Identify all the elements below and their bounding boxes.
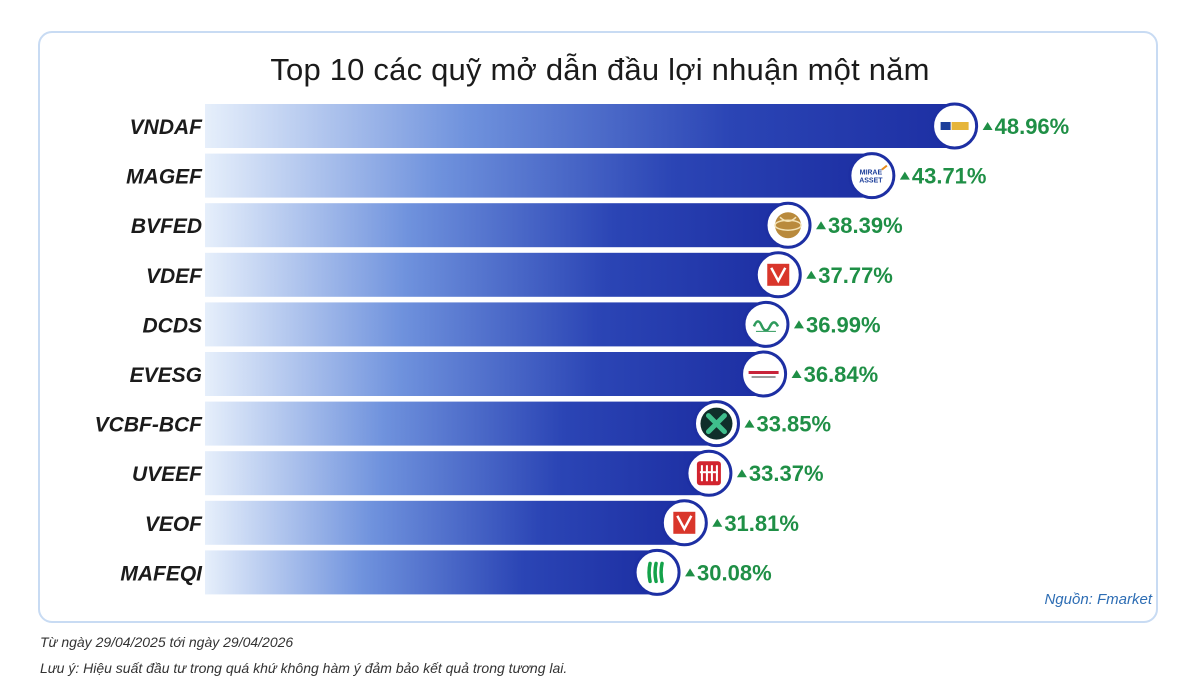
svg-text:ASSET: ASSET [859, 178, 883, 185]
value-label: 37.77% [818, 263, 893, 288]
bar [205, 352, 764, 396]
svg-text:MIRAE: MIRAE [860, 170, 883, 177]
value-label: 38.39% [828, 213, 903, 238]
bar [205, 203, 789, 248]
value-label: 48.96% [995, 114, 1070, 139]
baoviet-globe-logo-icon [774, 212, 802, 239]
bar [205, 302, 766, 347]
bar [205, 500, 685, 545]
value-label: 30.08% [697, 560, 772, 585]
bar [205, 252, 779, 297]
up-arrow-icon [982, 122, 993, 130]
bar [205, 550, 658, 595]
category-label: VNDAF [130, 116, 204, 139]
value-label: 43.71% [912, 164, 987, 189]
value-label: 36.99% [806, 312, 881, 337]
fund-logo-badge [742, 300, 790, 348]
up-arrow-icon [712, 518, 723, 527]
dragon-capital-logo-icon [767, 263, 790, 286]
category-label: UVEEF [132, 463, 203, 486]
up-arrow-icon [793, 320, 804, 329]
category-label: VCBF-BCF [95, 414, 203, 437]
up-arrow-icon [744, 419, 755, 428]
up-arrow-icon [816, 221, 827, 230]
value-label: 33.85% [756, 412, 831, 437]
category-label: DCDS [142, 314, 202, 337]
bar [205, 153, 872, 198]
category-label: EVESG [130, 364, 202, 387]
up-arrow-icon [806, 270, 817, 279]
value-label: 31.81% [724, 511, 799, 536]
vndirect-logo-icon [940, 122, 969, 130]
source-note: Nguồn: Fmarket [1044, 591, 1152, 608]
fund-logo-badge [848, 152, 896, 200]
up-arrow-icon [899, 171, 910, 180]
bar [205, 401, 717, 446]
up-arrow-icon [791, 370, 802, 378]
category-label: VEOF [145, 513, 203, 536]
uob-stripes-logo-icon [696, 461, 721, 486]
value-label: 36.84% [804, 362, 879, 387]
manulife-logo-icon [643, 558, 672, 587]
vcbf-clover-logo-icon [700, 407, 733, 440]
category-label: MAFEQI [120, 562, 203, 585]
dragon-capital-logo-icon [673, 511, 696, 534]
bar [205, 104, 955, 148]
up-arrow-icon [736, 469, 747, 478]
date-range-note: Từ ngày 29/04/2025 tới ngày 29/04/2026 [40, 634, 294, 650]
chart-title: Top 10 các quỹ mở dẫn đầu lợi nhuận một … [270, 52, 930, 87]
disclaimer-note: Lưu ý: Hiệu suất đầu tư trong quá khứ kh… [40, 660, 568, 676]
category-label: BVFED [131, 215, 202, 238]
dc-swirl-logo-icon [752, 320, 780, 332]
eastspring-logo-icon [748, 371, 779, 378]
category-label: MAGEF [126, 166, 203, 189]
bar [205, 451, 709, 496]
up-arrow-icon [685, 568, 696, 577]
category-label: VDEF [146, 265, 203, 288]
value-label: 33.37% [749, 461, 824, 486]
